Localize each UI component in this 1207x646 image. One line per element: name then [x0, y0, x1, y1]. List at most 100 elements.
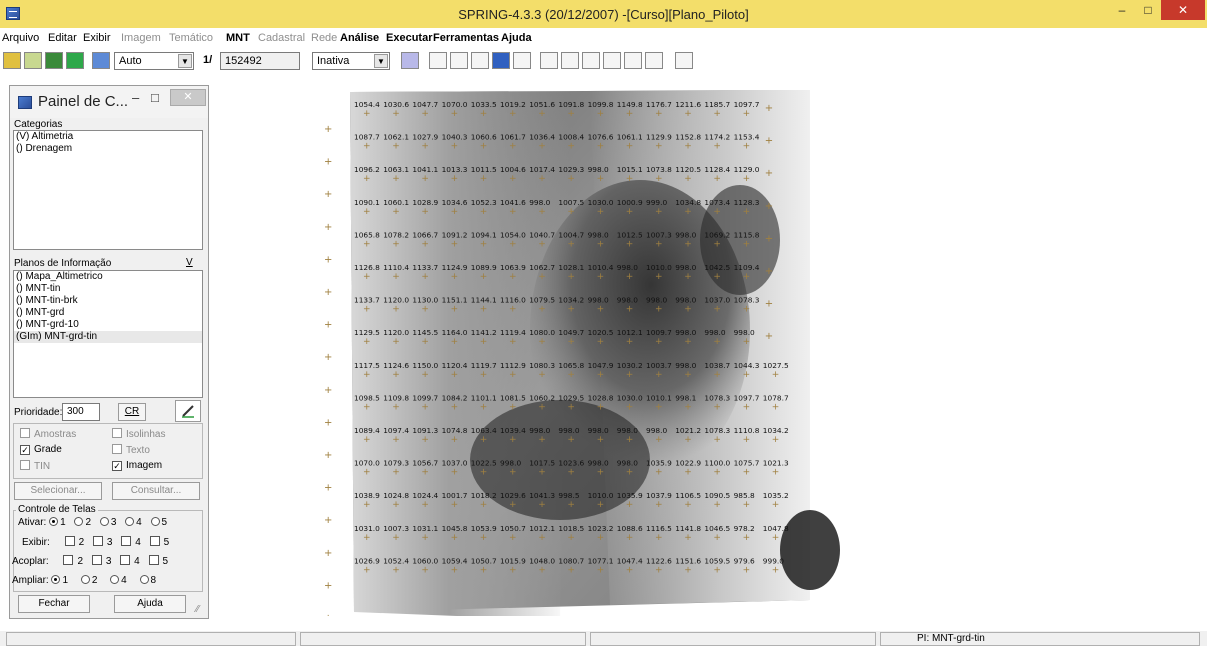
- ativar-radio-5[interactable]: [150, 517, 160, 526]
- menu-ajuda[interactable]: Ajuda: [501, 32, 532, 44]
- list-item[interactable]: () MNT-tin-brk: [16, 295, 78, 306]
- categories-list[interactable]: (V) Altimetria () Drenagem: [13, 130, 203, 250]
- exibir-check-5[interactable]: 5: [149, 536, 169, 548]
- draw-icon[interactable]: [66, 52, 84, 69]
- zoom-area-icon[interactable]: [603, 52, 621, 69]
- grid-marker: +: [363, 109, 371, 119]
- edit-pencil-button[interactable]: [175, 400, 201, 422]
- isolinhas-checkbox[interactable]: Isolinhas: [112, 428, 165, 440]
- menu-analise[interactable]: Análise: [340, 32, 380, 44]
- list-item[interactable]: (V) Altimetria: [16, 131, 74, 142]
- ampliar-radio-4[interactable]: [110, 575, 120, 584]
- menu-arquivo[interactable]: Arquivo: [2, 32, 40, 44]
- zoom-in-icon[interactable]: [561, 52, 579, 69]
- menu-cadastral[interactable]: Cadastral: [258, 32, 306, 44]
- grid-marker: +: [363, 370, 371, 380]
- menu-editar[interactable]: Editar: [48, 32, 77, 44]
- acoplar-check-5[interactable]: 5: [148, 555, 168, 567]
- close-button[interactable]: ✕: [1161, 0, 1205, 20]
- selecionar-button[interactable]: Selecionar...: [14, 482, 102, 500]
- project-icon[interactable]: [24, 52, 42, 69]
- ativar-radio-4[interactable]: [125, 517, 135, 526]
- exibir-check-2[interactable]: 2: [64, 536, 84, 548]
- scale-input[interactable]: 152492: [220, 52, 300, 70]
- prioridade-input[interactable]: 300: [62, 403, 100, 421]
- restore-icon[interactable]: [645, 52, 663, 69]
- display-icon[interactable]: [401, 52, 419, 69]
- amostras-checkbox[interactable]: Amostras: [20, 428, 76, 440]
- ativar-radio-2[interactable]: [74, 517, 84, 526]
- grid-marker: +: [451, 337, 459, 347]
- planos-sort-button[interactable]: V: [186, 257, 193, 268]
- zoom-mode-select[interactable]: Auto ▼: [114, 52, 194, 70]
- list-item[interactable]: () MNT-grd-10: [16, 319, 79, 330]
- tin-checkbox[interactable]: TIN: [20, 460, 50, 472]
- draw-window-icon[interactable]: [429, 52, 447, 69]
- resize-grip-icon[interactable]: ⁄⁄: [196, 604, 200, 615]
- cr-button[interactable]: CR: [118, 403, 146, 421]
- grid-value: 1000.9: [617, 198, 643, 207]
- acoplar-check-3[interactable]: 3: [91, 555, 111, 567]
- ampliar-radio-1[interactable]: [51, 575, 61, 584]
- grid-value: 1129.9: [646, 133, 672, 142]
- grid-value: 1088.6: [617, 524, 643, 533]
- maximize-button[interactable]: □: [1144, 3, 1152, 17]
- acoplar-check-2[interactable]: 2: [63, 555, 83, 567]
- consultar-button[interactable]: Consultar...: [112, 482, 200, 500]
- menu-rede[interactable]: Rede: [311, 32, 338, 44]
- cursor-icon[interactable]: [513, 52, 531, 69]
- texto-checkbox[interactable]: Texto: [112, 444, 150, 456]
- ativar-radio-3[interactable]: [99, 517, 109, 526]
- panel-maximize-button[interactable]: □: [151, 90, 159, 105]
- grade-checkbox[interactable]: ✓ Grade: [20, 444, 62, 455]
- help-icon[interactable]: [675, 52, 693, 69]
- previous-view-icon[interactable]: [624, 52, 642, 69]
- grid-marker: +: [713, 239, 721, 249]
- chevron-down-icon[interactable]: ▼: [374, 54, 388, 68]
- fechar-button[interactable]: Fechar: [18, 595, 90, 613]
- grid-marker: +: [743, 142, 751, 152]
- ampliar-radio-8[interactable]: [139, 575, 149, 584]
- menu-ferramentas[interactable]: Ferramentas: [433, 32, 500, 44]
- list-item[interactable]: () Mapa_Altimetrico: [16, 271, 103, 282]
- menu-imagem[interactable]: Imagem: [121, 32, 161, 44]
- ampliar-radio-2[interactable]: [80, 575, 90, 584]
- grid-marker: +: [626, 239, 634, 249]
- layers-icon[interactable]: [45, 52, 63, 69]
- list-item[interactable]: () Drenagem: [16, 143, 73, 154]
- list-item[interactable]: () MNT-tin: [16, 283, 61, 294]
- map-canvas[interactable]: + + + + + + + + + + + + + + + +1054.4 +1030.6 +1047.7 +107…: [310, 80, 850, 616]
- chevron-down-icon[interactable]: ▼: [178, 54, 192, 68]
- ativar-radio-1[interactable]: [49, 517, 59, 526]
- panel-close-button[interactable]: ✕: [170, 89, 206, 106]
- exibir-check-4[interactable]: 4: [121, 536, 141, 548]
- menu-executar[interactable]: Executar: [386, 32, 433, 44]
- grid-value: 1120.0: [383, 328, 409, 337]
- exibir-check-3[interactable]: 3: [92, 536, 112, 548]
- info-icon[interactable]: [492, 52, 510, 69]
- minimize-button[interactable]: –: [1118, 3, 1126, 17]
- edit-icon[interactable]: [540, 52, 558, 69]
- list-item-selected[interactable]: (GIm) MNT-grd-tin: [14, 331, 202, 343]
- menu-mnt[interactable]: MNT: [226, 32, 250, 44]
- list-item[interactable]: () MNT-grd: [16, 307, 65, 318]
- checkbox-box: [149, 536, 160, 546]
- pan-icon[interactable]: [471, 52, 489, 69]
- acoplar-check-4[interactable]: 4: [120, 555, 140, 567]
- menu-tematico[interactable]: Temático: [169, 32, 214, 44]
- menu-exibir[interactable]: Exibir: [83, 32, 111, 44]
- panel-icon[interactable]: [92, 52, 110, 69]
- mode-select[interactable]: Inativa ▼: [312, 52, 390, 70]
- cursor-info-icon[interactable]: [450, 52, 468, 69]
- zoom-out-icon[interactable]: [582, 52, 600, 69]
- grid-marker: +: [324, 417, 332, 428]
- database-icon[interactable]: [3, 52, 21, 69]
- panel-minimize-button[interactable]: –: [132, 90, 140, 105]
- planos-list[interactable]: () Mapa_Altimetrico () MNT-tin () MNT-ti…: [13, 270, 203, 398]
- ajuda-button[interactable]: Ajuda: [114, 595, 186, 613]
- grid-marker: +: [480, 500, 488, 510]
- imagem-checkbox[interactable]: ✓ Imagem: [112, 460, 162, 471]
- spring-app-icon[interactable]: [6, 7, 20, 20]
- grid-value: 1087.7: [354, 133, 380, 142]
- grid-value: 998.0: [617, 263, 638, 272]
